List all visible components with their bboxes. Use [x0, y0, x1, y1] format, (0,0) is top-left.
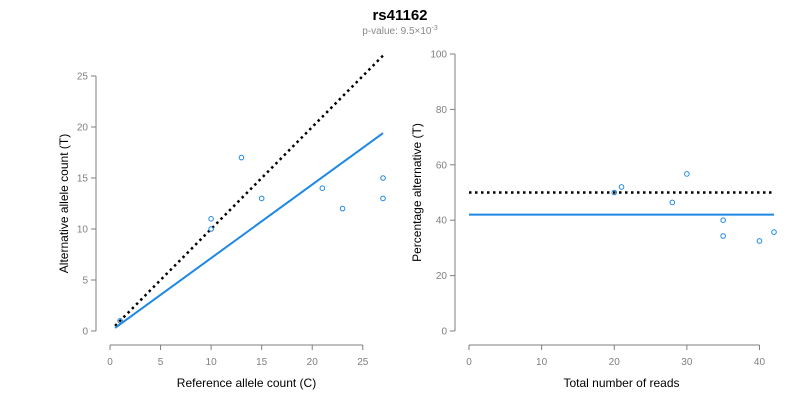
chart-title: rs41162 [372, 7, 427, 24]
x-tick-label: 5 [158, 357, 164, 368]
data-point [380, 195, 386, 202]
data-point [258, 195, 265, 202]
y-tick-label: 0 [441, 327, 447, 338]
x-tick-label: 25 [357, 357, 369, 368]
x-tick-label: 30 [681, 357, 693, 368]
data-point [117, 318, 123, 324]
y-tick-label: 20 [436, 271, 448, 282]
x-tick-label: 0 [466, 357, 472, 368]
data-point [339, 205, 346, 212]
fit-line [114, 132, 384, 329]
y-tick-label: 15 [77, 174, 89, 185]
y-tick-label: 40 [436, 216, 448, 227]
data-point [720, 217, 726, 223]
data-point [208, 226, 214, 232]
data-point [208, 216, 214, 222]
x-axis-label: Reference allele count (C) [177, 376, 316, 390]
data-point [669, 199, 676, 206]
data-point [380, 175, 386, 181]
data-point [756, 238, 763, 244]
y-tick-label: 0 [82, 327, 88, 338]
x-tick-label: 0 [107, 357, 113, 368]
y-tick-label: 25 [77, 72, 89, 83]
x-tick-label: 20 [609, 357, 621, 368]
y-axis-label: Percentage alternative (T) [410, 123, 424, 262]
data-point [319, 185, 326, 191]
y-tick-label: 100 [430, 50, 447, 61]
x-tick-label: 10 [536, 357, 548, 368]
data-point [771, 229, 777, 235]
y-tick-label: 60 [436, 160, 448, 171]
x-tick-label: 15 [256, 357, 268, 368]
data-point [684, 171, 690, 177]
x-tick-label: 10 [206, 357, 218, 368]
subtitle-prefix: p-value: 9.5×10 [362, 26, 432, 37]
y-tick-label: 20 [77, 123, 89, 134]
x-tick-label: 20 [307, 357, 319, 368]
chart-subtitle: p-value: 9.5×10-3 [362, 25, 438, 37]
right-panel: 0 20 40 60 80 100 0 10 20 30 40 Total number of rea… [410, 50, 777, 390]
y-axis-label: Alternative allele count (T) [57, 134, 71, 273]
y-tick-label: 80 [436, 105, 448, 116]
y-tick-label: 5 [82, 276, 88, 287]
data-point [618, 184, 625, 190]
subtitle-exponent: -3 [431, 25, 437, 32]
left-panel: 0 5 10 15 20 25 0 5 10 15 20 25 Reference allele cou… [57, 54, 386, 390]
data-point [611, 189, 618, 196]
x-tick-label: 40 [754, 357, 766, 368]
data-point [720, 233, 726, 239]
x-axis-label: Total number of reads [563, 376, 679, 390]
data-point [238, 154, 245, 161]
expected-line [114, 54, 384, 327]
y-tick-label: 10 [77, 225, 89, 236]
